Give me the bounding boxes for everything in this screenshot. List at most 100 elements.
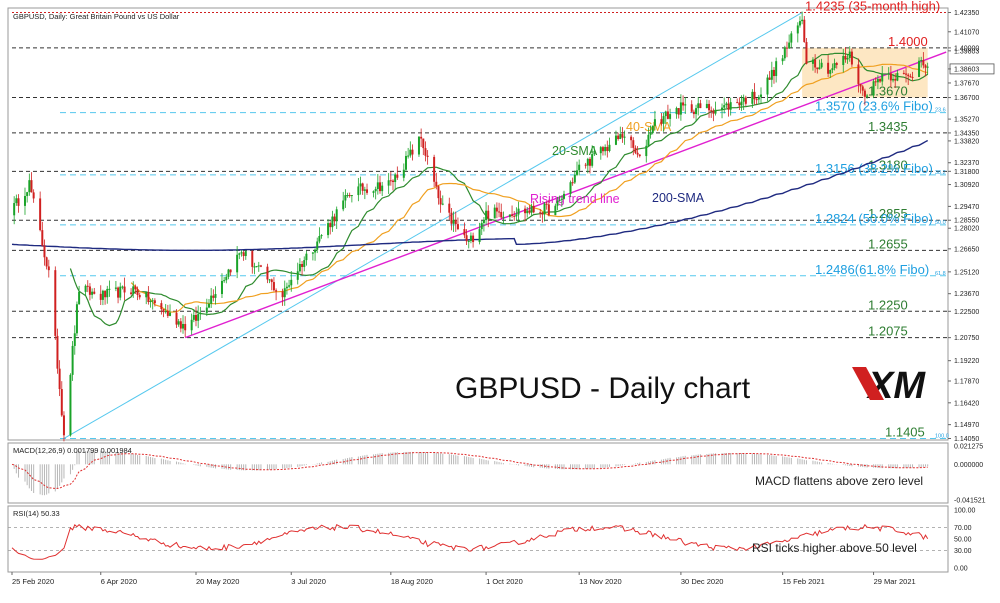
channel-line [63,12,803,439]
candle-body [435,181,438,187]
candle-body [558,199,561,201]
candle-body [164,311,167,313]
candle-body [101,290,104,300]
candle-body [259,265,262,267]
candle-body [190,319,193,331]
fibo-small-label: 61.8 [935,271,946,277]
candle-body [251,251,254,267]
candle-body [376,182,379,189]
candle-body [638,154,641,157]
candle-body [26,192,29,197]
macd-tick-label: 0.021275 [954,444,983,451]
candle-body [119,286,122,298]
candle-body [236,254,239,273]
x-axis-layer: 25 Feb 2020 6 Apr 2020 20 May 2020 3 Jul 20… [11,572,916,586]
candle-body [411,149,414,155]
candle-body [634,147,637,153]
fibo-small-label: 50.0 [935,220,946,226]
xm-logo: XM [852,365,926,407]
x-tick-label: 13 Nov 2020 [579,577,622,586]
candle-body [73,333,76,346]
candle-body [424,148,427,156]
candle-body [62,415,65,436]
macd-title: MACD(12,26,9) 0.001799 0.001984 [13,446,132,455]
candle-body [872,81,875,96]
candle-body [114,287,117,289]
candle-body [136,289,139,295]
candle-body [905,73,908,75]
y-tick-label: 1.42350 [954,10,979,17]
candle-body [357,186,360,196]
candle-body [214,294,217,298]
candle-body [829,70,832,74]
candle-body [145,292,148,298]
candles-layer [13,11,929,442]
candle-body [805,42,808,64]
candle-body [84,285,87,292]
candle-body [162,309,165,313]
candle-body [575,170,578,175]
candle-body [814,59,817,68]
candle-body [439,198,442,205]
rsi-tick-label: 70.00 [954,525,972,532]
candle-body [220,280,223,295]
candle-body [104,290,107,298]
candle-body [586,158,589,166]
candle-body [45,257,48,267]
candle-body [372,191,375,193]
rsi-tick-label: 30.00 [954,548,972,555]
candle-body [487,210,490,219]
level-label: 1.1405 [885,424,925,439]
x-tick-label: 25 Feb 2020 [12,577,54,586]
candle-body [41,230,44,246]
rsi-tick-label: 100.00 [954,508,976,515]
candle-body [123,286,126,293]
rsi-panel-frame [7,505,949,573]
candle-body [918,60,921,77]
candle-body [420,136,423,139]
candle-body [608,144,611,151]
candle-body [387,180,390,186]
y-tick-label: 1.14970 [954,422,979,429]
candle-body [329,223,332,228]
candle-body [874,81,877,83]
candle-body [669,114,672,119]
x-tick-label: 15 Feb 2021 [783,577,825,586]
candle-body [147,292,150,303]
candle-body [138,294,141,298]
candle-body [327,223,330,236]
candle-body [175,312,178,325]
candle-body [389,180,392,182]
sma40-line [130,63,928,313]
candle-body [569,182,572,194]
macd-signal-line [11,452,928,489]
candle-body [394,174,397,183]
candle-body [692,111,695,115]
candle-body [166,311,169,316]
candle-body [578,164,581,171]
candle-body [545,203,548,205]
x-tick-label: 29 Mar 2021 [874,577,916,586]
candle-body [469,235,472,241]
candle-body [892,78,895,81]
y-tick-label: 1.22500 [954,309,979,316]
candle-body [296,271,299,280]
candle-body [666,111,669,119]
x-tick-label: 18 Aug 2020 [391,577,433,586]
candle-body [740,101,743,106]
candle-body [783,47,786,59]
candle-body [348,195,351,197]
candle-body [17,198,20,206]
candle-body [573,174,576,183]
candle-body [660,119,663,124]
candle-body [649,132,652,135]
candle-body [409,149,412,156]
candle-body [863,90,866,97]
candle-body [513,215,516,217]
candle-body [798,21,801,26]
candle-body [192,315,195,320]
y-tick-label: 1.41070 [954,29,979,36]
candle-body [426,155,429,157]
y-tick-label: 1.35270 [954,117,979,124]
